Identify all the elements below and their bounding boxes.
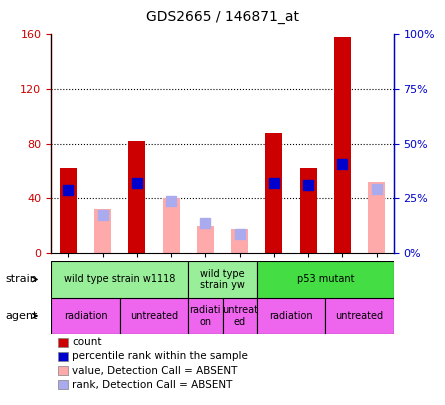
Bar bbox=[162, 198, 180, 253]
Bar bbox=[188, 261, 257, 298]
Bar bbox=[368, 182, 385, 253]
Text: strain: strain bbox=[5, 275, 37, 284]
Text: radiation: radiation bbox=[269, 311, 313, 321]
Bar bbox=[51, 261, 188, 298]
Text: untreated: untreated bbox=[130, 311, 178, 321]
Bar bbox=[188, 298, 222, 334]
Bar bbox=[231, 228, 248, 253]
Text: radiation: radiation bbox=[64, 311, 107, 321]
Text: p53 mutant: p53 mutant bbox=[296, 275, 354, 284]
Bar bbox=[334, 37, 351, 253]
Text: agent: agent bbox=[5, 311, 38, 321]
Bar bbox=[94, 209, 111, 253]
Bar bbox=[60, 168, 77, 253]
Text: wild type
strain yw: wild type strain yw bbox=[200, 269, 245, 290]
Bar bbox=[257, 261, 394, 298]
Bar bbox=[197, 226, 214, 253]
Bar bbox=[257, 298, 325, 334]
Text: GDS2665 / 146871_at: GDS2665 / 146871_at bbox=[146, 10, 299, 24]
Text: untreated: untreated bbox=[336, 311, 384, 321]
Bar bbox=[128, 141, 146, 253]
Bar bbox=[325, 298, 394, 334]
Text: value, Detection Call = ABSENT: value, Detection Call = ABSENT bbox=[72, 366, 238, 375]
Bar bbox=[120, 298, 188, 334]
Bar bbox=[265, 133, 283, 253]
Bar bbox=[299, 168, 317, 253]
Text: untreat
ed: untreat ed bbox=[222, 305, 258, 327]
Text: percentile rank within the sample: percentile rank within the sample bbox=[72, 352, 248, 361]
Bar bbox=[51, 298, 120, 334]
Text: wild type strain w1118: wild type strain w1118 bbox=[64, 275, 175, 284]
Text: radiati
on: radiati on bbox=[190, 305, 221, 327]
Text: rank, Detection Call = ABSENT: rank, Detection Call = ABSENT bbox=[72, 380, 232, 390]
Text: count: count bbox=[72, 337, 101, 347]
Bar bbox=[222, 298, 257, 334]
